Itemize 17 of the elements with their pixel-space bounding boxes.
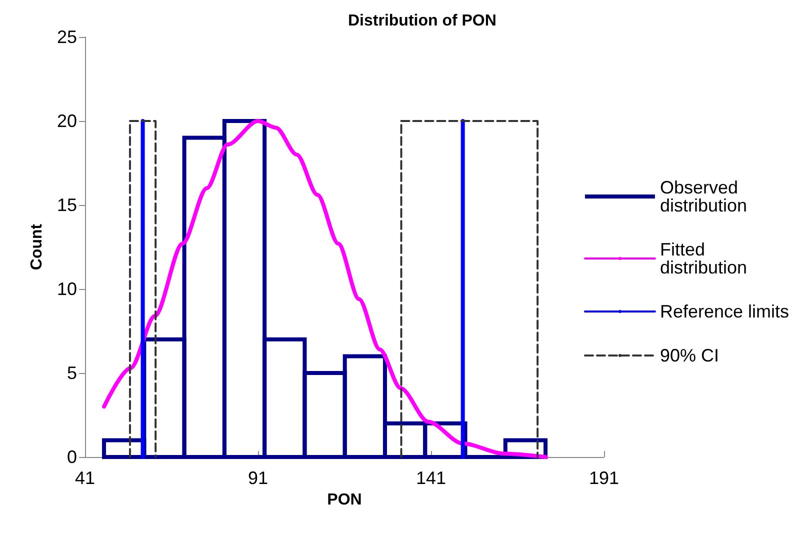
x-tick-label: 91 xyxy=(248,468,268,488)
chart-title: Distribution of PON xyxy=(348,12,496,30)
legend-label: 90% CI xyxy=(660,346,719,366)
legend-label: Observed distribution xyxy=(660,178,748,216)
x-axis-title: PON xyxy=(327,491,362,508)
y-tick-label: 10 xyxy=(56,279,77,299)
y-tick-label: 0 xyxy=(66,447,77,467)
y-tick-label: 5 xyxy=(66,363,77,383)
legend-label: Fitted distribution xyxy=(660,240,748,278)
x-tick-label: 41 xyxy=(74,468,96,488)
y-tick-label: 20 xyxy=(56,111,77,131)
y-tick-label: 15 xyxy=(56,195,77,215)
legend-label: Reference limits xyxy=(660,302,790,322)
y-axis-title: Count xyxy=(28,223,46,270)
x-tick-label: 191 xyxy=(588,468,620,488)
x-tick-label: 141 xyxy=(416,468,446,488)
y-tick-label: 25 xyxy=(56,27,77,47)
